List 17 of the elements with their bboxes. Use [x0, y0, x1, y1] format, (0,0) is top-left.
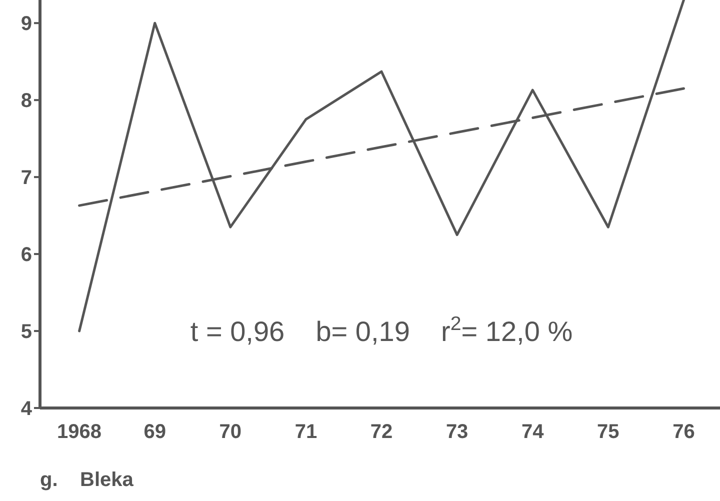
x-tick-label: 74	[521, 421, 545, 443]
y-tick-label: 9	[20, 13, 32, 36]
x-tick-label: 72	[370, 421, 393, 443]
y-tick-label: 6	[20, 244, 32, 266]
text: g. Bleka	[40, 469, 134, 491]
x-tick-label: 70	[219, 421, 242, 443]
annotation: t = 0,96 b= 0,19 r$^{2}$= 12,0 %	[190, 312, 573, 347]
y-tick-label: 7	[20, 167, 32, 190]
x-tick-label: 76	[672, 421, 695, 443]
x-tick-label: 69	[144, 421, 166, 443]
y-tick-label: 8	[20, 90, 32, 112]
x-tick-label: 75	[597, 421, 620, 443]
y-tick-label: 5	[20, 321, 32, 344]
x-tick-label: 71	[294, 421, 318, 443]
y-tick-label: 4	[20, 398, 33, 420]
x-tick-label: 73	[446, 421, 468, 443]
x-tick-label: 1968	[57, 421, 102, 443]
